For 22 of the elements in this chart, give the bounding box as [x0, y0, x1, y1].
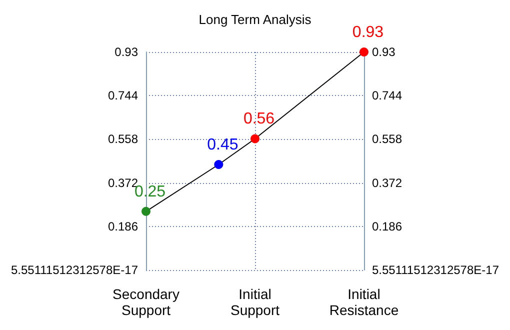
- y-tick-label: 0.558: [108, 132, 138, 146]
- y-tick-label: 0.93: [114, 45, 138, 59]
- data-label: 0.45: [207, 136, 238, 154]
- point: [250, 134, 260, 144]
- y-tick-label: 0.744: [108, 88, 138, 103]
- y2-tick-label: 5.55111512312578E-17: [372, 263, 500, 277]
- point: [142, 206, 151, 216]
- x-tick-label: Initial Resistance: [329, 286, 399, 318]
- y-tick-label: 0.186: [108, 219, 138, 234]
- data-label: 0.56: [243, 110, 275, 128]
- point: [360, 48, 368, 56]
- y2-tick-label: 0.93: [372, 45, 396, 59]
- y-tick-label: 5.55111512312578E-17: [10, 263, 138, 277]
- point: [214, 160, 224, 170]
- y2-tick-label: 0.558: [372, 132, 402, 146]
- y2-tick-label: 0.186: [372, 219, 402, 234]
- y2-tick-label: 0.744: [372, 88, 402, 103]
- chart-title: Long Term Analysis: [198, 12, 312, 27]
- x-tick-label: Secondary Support: [112, 286, 180, 318]
- x-tick-label: Initial Support: [230, 286, 280, 318]
- data-label: 0.93: [352, 24, 384, 41]
- y2-tick-label: 0.372: [372, 176, 402, 190]
